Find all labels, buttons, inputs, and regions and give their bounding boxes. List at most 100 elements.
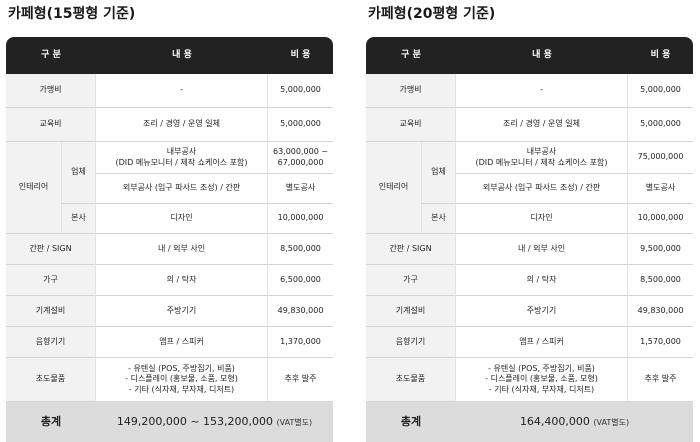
panel-title: 카페형(20평형 기준) bbox=[368, 6, 496, 22]
cost-table: 구 분 내 용 비 용 가맹비 - 5,000,000 교육비 조리 / 경영 … bbox=[366, 37, 694, 442]
table-header-row: 구 분 내 용 비 용 bbox=[6, 37, 334, 74]
content-line: - 디스플레이 (홍보물, 소품, 모형) bbox=[125, 374, 238, 384]
row-content: 주방기기 bbox=[96, 296, 269, 327]
total-label: 총계 bbox=[6, 402, 97, 442]
row-content: 조리 / 경영 / 운영 일체 bbox=[456, 108, 629, 142]
row-category: 가맹비 bbox=[6, 74, 97, 108]
table-row: 외부공사 (입구 파사드 조성) / 간판 별도공사 bbox=[6, 174, 334, 204]
table-row: 교육비 조리 / 경영 / 운영 일체 5,000,000 bbox=[6, 108, 334, 142]
cost-line: 67,000,000 bbox=[277, 157, 324, 167]
row-content: 내부공사 (DID 메뉴모니터 / 제작 쇼케이스 포함) bbox=[96, 142, 269, 174]
row-category: 음향기기 bbox=[6, 327, 97, 358]
row-content: 외부공사 (입구 파사드 조성) / 간판 bbox=[96, 174, 269, 204]
cost-table: 구 분 내 용 비 용 가맹비 - 5,000,000 교육비 조리 / 경영 … bbox=[6, 37, 334, 442]
vat-note: (VAT별도) bbox=[593, 417, 630, 427]
header-content: 내 용 bbox=[96, 37, 269, 74]
row-category: 초도물품 bbox=[366, 358, 457, 402]
row-content: 주방기기 bbox=[456, 296, 629, 327]
row-category: 음향기기 bbox=[366, 327, 457, 358]
row-content: 외부공사 (입구 파사드 조성) / 간판 bbox=[456, 174, 629, 204]
content-line: - 유텐실 (POS, 주방집기, 비품) bbox=[128, 363, 235, 373]
total-value: 149,200,000 ~ 153,200,000 (VAT별도) bbox=[96, 402, 334, 442]
row-category: 기계설비 bbox=[6, 296, 97, 327]
row-content: 내 / 외부 사인 bbox=[456, 234, 629, 265]
table-row: 교육비 조리 / 경영 / 운영 일체 5,000,000 bbox=[366, 108, 694, 142]
table-row: 간판 / SIGN 내 / 외부 사인 9,500,000 bbox=[366, 234, 694, 265]
table-row: 기계설비 주방기기 49,830,000 bbox=[6, 296, 334, 327]
vat-note: (VAT별도) bbox=[276, 417, 313, 427]
content-line: (DID 메뉴모니터 / 제작 쇼케이스 포함) bbox=[115, 157, 248, 167]
row-cost: 별도공사 bbox=[628, 174, 694, 204]
content-line: 내부공사 bbox=[526, 147, 557, 157]
row-subcategory: 본사 bbox=[62, 204, 97, 234]
table-row: 간판 / SIGN 내 / 외부 사인 8,500,000 bbox=[6, 234, 334, 265]
row-subcategory: 본사 bbox=[422, 204, 457, 234]
row-category: 가맹비 bbox=[366, 74, 457, 108]
row-content: - 유텐실 (POS, 주방집기, 비품) - 디스플레이 (홍보물, 소품, … bbox=[456, 358, 629, 402]
total-amount: 149,200,000 ~ 153,200,000 bbox=[116, 414, 274, 428]
header-cost: 비 용 bbox=[628, 37, 694, 74]
table-row: 가구 의 / 탁자 6,500,000 bbox=[6, 265, 334, 296]
row-content: - 유텐실 (POS, 주방집기, 비품) - 디스플레이 (홍보물, 소품, … bbox=[96, 358, 269, 402]
table-row: 가맹비 - 5,000,000 bbox=[366, 74, 694, 108]
row-cost: 5,000,000 bbox=[268, 74, 334, 108]
row-cost: 9,500,000 bbox=[628, 234, 694, 265]
row-cost: 10,000,000 bbox=[268, 204, 334, 234]
row-cost: 1,370,000 bbox=[268, 327, 334, 358]
content-line: - 기타 (식자재, 부자재, 디저트) bbox=[128, 384, 235, 394]
table-row: 인테리어 업체 내부공사 (DID 메뉴모니터 / 제작 쇼케이스 포함) 75… bbox=[366, 142, 694, 234]
table-row: 본사 디자인 10,000,000 bbox=[366, 204, 694, 234]
header-cost: 비 용 bbox=[268, 37, 334, 74]
table-row: 초도물품 - 유텐실 (POS, 주방집기, 비품) - 디스플레이 (홍보물,… bbox=[6, 358, 334, 402]
table-row: 외부공사 (입구 파사드 조성) / 간판 별도공사 bbox=[366, 174, 694, 204]
row-cost: 1,570,000 bbox=[628, 327, 694, 358]
row-content: 앰프 / 스피커 bbox=[456, 327, 629, 358]
table-row: 가맹비 - 5,000,000 bbox=[6, 74, 334, 108]
row-cost: 8,500,000 bbox=[268, 234, 334, 265]
row-category: 교육비 bbox=[6, 108, 97, 142]
row-content: 앰프 / 스피커 bbox=[96, 327, 269, 358]
header-category: 구 분 bbox=[6, 37, 97, 74]
header-category: 구 분 bbox=[366, 37, 457, 74]
table-header-row: 구 분 내 용 비 용 bbox=[366, 37, 694, 74]
total-amount: 164,400,000 bbox=[519, 414, 590, 428]
total-label: 총계 bbox=[366, 402, 457, 442]
row-category: 간판 / SIGN bbox=[6, 234, 97, 265]
row-cost: 8,500,000 bbox=[628, 265, 694, 296]
row-cost: 6,500,000 bbox=[268, 265, 334, 296]
row-content: 디자인 bbox=[96, 204, 269, 234]
table-row: 초도물품 - 유텐실 (POS, 주방집기, 비품) - 디스플레이 (홍보물,… bbox=[366, 358, 694, 402]
row-content: 조리 / 경영 / 운영 일체 bbox=[96, 108, 269, 142]
panel-title: 카페형(15평형 기준) bbox=[8, 6, 136, 22]
row-cost: 추후 발주 bbox=[628, 358, 694, 402]
content-line: - 기타 (식자재, 부자재, 디저트) bbox=[488, 384, 595, 394]
row-category: 인테리어 bbox=[6, 142, 62, 234]
header-content: 내 용 bbox=[456, 37, 629, 74]
row-cost: 49,830,000 bbox=[268, 296, 334, 327]
row-category: 기계설비 bbox=[366, 296, 457, 327]
content-line: - 디스플레이 (홍보물, 소품, 모형) bbox=[485, 374, 598, 384]
table-row: 음향기기 앰프 / 스피커 1,370,000 bbox=[6, 327, 334, 358]
row-content: 디자인 bbox=[456, 204, 629, 234]
table-row: 가구 의 / 탁자 8,500,000 bbox=[366, 265, 694, 296]
row-cost: 별도공사 bbox=[268, 174, 334, 204]
row-content: - bbox=[456, 74, 629, 108]
total-value: 164,400,000 (VAT별도) bbox=[456, 402, 694, 442]
cost-panel-15: 카페형(15평형 기준) 구 분 내 용 비 용 가맹비 - 5,000,000… bbox=[6, 0, 334, 442]
row-cost: 5,000,000 bbox=[628, 108, 694, 142]
row-cost: 63,000,000 ~ 67,000,000 bbox=[268, 142, 334, 174]
row-category: 인테리어 bbox=[366, 142, 422, 234]
total-row: 총계 164,400,000 (VAT별도) bbox=[366, 402, 694, 442]
row-subcategory: 업체 bbox=[422, 142, 457, 204]
table-row: 음향기기 앰프 / 스피커 1,570,000 bbox=[366, 327, 694, 358]
row-content: 내 / 외부 사인 bbox=[96, 234, 269, 265]
row-category: 가구 bbox=[366, 265, 457, 296]
row-subcategory: 업체 bbox=[62, 142, 97, 204]
row-content: - bbox=[96, 74, 269, 108]
row-category: 가구 bbox=[6, 265, 97, 296]
content-line: - 유텐실 (POS, 주방집기, 비품) bbox=[488, 363, 595, 373]
row-cost: 49,830,000 bbox=[628, 296, 694, 327]
row-content: 의 / 탁자 bbox=[456, 265, 629, 296]
table-row: 본사 디자인 10,000,000 bbox=[6, 204, 334, 234]
total-row: 총계 149,200,000 ~ 153,200,000 (VAT별도) bbox=[6, 402, 334, 442]
